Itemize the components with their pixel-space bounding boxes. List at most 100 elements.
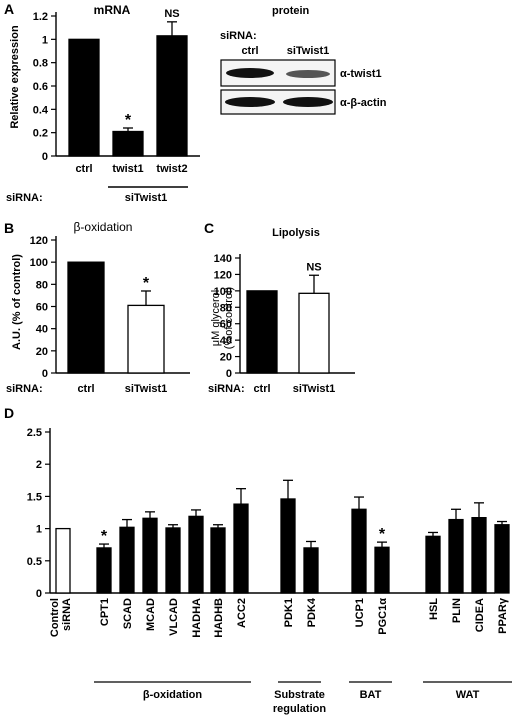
chart-d-category-label: HADHB xyxy=(213,598,225,638)
chart-d-bar xyxy=(210,527,226,594)
chart-c-ytick-label: 60 xyxy=(220,319,232,331)
chart-d-category-label: PLIN xyxy=(451,598,463,623)
chart-d-category-label: SCAD xyxy=(122,598,134,629)
chart-d-category-label: PPARγ xyxy=(497,597,509,634)
chart-a-sirna-label: siRNA: xyxy=(6,192,43,204)
chart-d-category-label: HADHA xyxy=(191,598,203,638)
chart-d-ytick-label: 2 xyxy=(36,459,42,471)
wb-label-twist1: α-twist1 xyxy=(340,68,382,80)
chart-c-ytick-label: 140 xyxy=(214,253,232,265)
chart-a-bar xyxy=(68,38,100,157)
chart-d-bar xyxy=(425,535,441,594)
chart-a-title: mRNA xyxy=(94,3,131,17)
panel-c: C Lipolysis μM glycerol (%of control) 0 2… xyxy=(204,220,355,395)
wb-band-actin-sitwist1 xyxy=(283,97,333,107)
chart-c-ytick-label: 20 xyxy=(220,352,232,364)
chart-a-group-label: siTwist1 xyxy=(125,192,168,204)
chart-a-ytick-label: 1.2 xyxy=(33,11,48,23)
chart-d-plot: 0 0.5 1 1.5 2 2.5 Control siRNA * CPT1 SCAD MCAD VLC… xyxy=(27,427,512,715)
chart-c-category-label: siTwist1 xyxy=(293,383,336,395)
chart-b-ytick-label: 60 xyxy=(36,302,48,314)
chart-d-category-label: HSL xyxy=(428,598,440,620)
chart-c-bar xyxy=(246,290,278,374)
chart-b-bar xyxy=(67,261,105,374)
chart-c-ytick-label: 0 xyxy=(226,368,232,380)
chart-d-bar xyxy=(142,517,158,594)
chart-d-annotation: * xyxy=(379,526,386,543)
panel-b: B β-oxidation A.U. (% of control) 0 20 40 6… xyxy=(4,220,190,395)
chart-d-bar xyxy=(119,526,135,594)
chart-a-category-label: ctrl xyxy=(75,163,92,175)
chart-d-bar xyxy=(188,515,204,594)
chart-d-category-label: PGC1α xyxy=(377,598,389,635)
chart-d-category-label: PDK1 xyxy=(283,598,295,627)
chart-d-bar xyxy=(96,547,112,594)
chart-c-sirna-label: siRNA: xyxy=(208,383,245,395)
chart-c-annotation: NS xyxy=(306,261,321,273)
wb-sirna-label: siRNA: xyxy=(220,30,257,42)
chart-d-group-label: BAT xyxy=(360,689,382,701)
chart-c-bar xyxy=(298,292,330,374)
panel-letter-b: B xyxy=(4,220,14,236)
chart-d-category-label: PDK4 xyxy=(306,597,318,627)
chart-d-category-label: siRNA xyxy=(61,598,73,631)
chart-a-annotation: * xyxy=(125,112,132,129)
chart-d-category-label: Control xyxy=(49,598,61,637)
chart-d-bar xyxy=(303,547,319,594)
chart-a-bar xyxy=(112,130,144,157)
chart-a-ytick-label: 0.6 xyxy=(33,81,48,93)
western-blot: protein siRNA: ctrl siTwist1 α-twist1 α-… xyxy=(220,5,387,115)
chart-b-annotation: * xyxy=(143,275,150,292)
panel-letter-c: C xyxy=(204,220,214,236)
chart-d-category-label: MCAD xyxy=(145,598,157,631)
chart-d-bar xyxy=(374,546,390,594)
chart-b-category-label: siTwist1 xyxy=(125,383,168,395)
chart-a-ytick-label: 0 xyxy=(42,151,48,163)
chart-a-ytick-label: 1 xyxy=(42,34,48,46)
chart-a-plot: 0 0.2 0.4 0.6 0.8 1 1.2 ctrl * twist1 NS twist2 xyxy=(33,8,200,175)
chart-d-bar xyxy=(55,527,71,594)
chart-d-group-label: WAT xyxy=(456,689,480,701)
wb-label-actin: α-β-actin xyxy=(340,97,387,109)
chart-a-annotation: NS xyxy=(164,8,179,20)
chart-b-ytick-label: 40 xyxy=(36,324,48,336)
chart-c-category-label: ctrl xyxy=(253,383,270,395)
chart-b-ytick-label: 100 xyxy=(30,257,48,269)
wb-title: protein xyxy=(272,5,310,17)
wb-band-actin-ctrl xyxy=(225,97,275,107)
chart-b-ytick-label: 0 xyxy=(42,368,48,380)
chart-d-bar xyxy=(448,518,464,594)
wb-lane-sitwist1-label: siTwist1 xyxy=(287,45,330,57)
panel-letter-a: A xyxy=(4,1,14,17)
chart-d-group-label: Substrate xyxy=(274,689,325,701)
chart-c-ytick-label: 40 xyxy=(220,335,232,347)
chart-a-ytick-label: 0.8 xyxy=(33,58,48,70)
chart-a-category-label: twist2 xyxy=(156,163,187,175)
wb-lane-ctrl-label: ctrl xyxy=(241,45,258,57)
chart-d-category-label: UCP1 xyxy=(354,598,366,627)
chart-d-bar xyxy=(233,503,249,594)
chart-b-ytick-label: 120 xyxy=(30,235,48,247)
chart-b-title: β-oxidation xyxy=(74,220,133,234)
chart-a-ytick-label: 0.4 xyxy=(33,104,49,116)
chart-d-ytick-label: 0.5 xyxy=(27,556,42,568)
chart-c-ytick-label: 80 xyxy=(220,302,232,314)
chart-d-group-label: regulation xyxy=(273,703,326,715)
chart-a-category-label: twist1 xyxy=(112,163,143,175)
wb-band-twist1-sitwist1 xyxy=(286,70,330,78)
chart-d-ytick-label: 0 xyxy=(36,588,42,600)
chart-c-ytick-label: 100 xyxy=(214,286,232,298)
panel-letter-d: D xyxy=(4,405,14,421)
chart-d-category-label: CPT1 xyxy=(99,598,111,626)
chart-d-bar xyxy=(471,517,487,594)
chart-b-ylabel: A.U. (% of control) xyxy=(11,254,23,350)
chart-d-ytick-label: 1 xyxy=(36,524,42,536)
chart-b-category-label: ctrl xyxy=(77,383,94,395)
chart-c-title: Lipolysis xyxy=(272,227,320,239)
chart-a-bar xyxy=(156,35,188,157)
chart-d-annotation: * xyxy=(101,528,108,545)
chart-c-plot: 0 20 40 60 80 100 120 140 ctrl NS siTwist1 xyxy=(214,253,355,395)
chart-d-bar xyxy=(351,508,367,594)
panel-d: D 0 0.5 1 1.5 2 2.5 Control siRNA * CPT1 SCAD MCAD V… xyxy=(4,405,512,715)
